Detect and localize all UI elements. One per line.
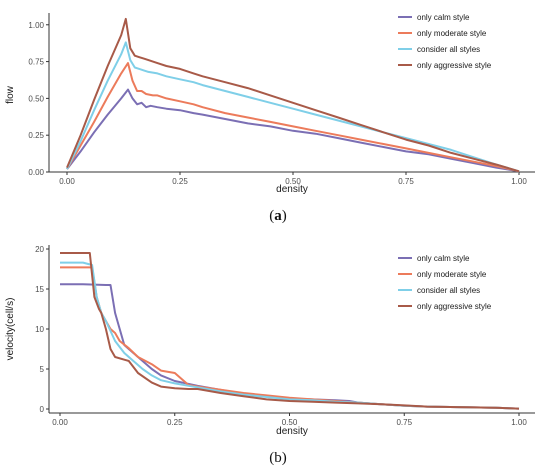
y-tick-label: 15 (35, 285, 44, 294)
x-axis-label: density (276, 184, 308, 195)
x-tick-labels: 0.00 0.25 0.50 0.75 1.00 (52, 413, 527, 427)
caption-b: (b) (269, 450, 287, 466)
series-lines (60, 252, 520, 410)
y-axis-label: flow (5, 85, 16, 104)
legend-label: only moderate style (417, 270, 487, 279)
caption-b-letter: b (274, 450, 282, 466)
x-tick-label: 0.00 (59, 177, 75, 186)
x-tick-label: 0.00 (52, 418, 68, 427)
legend: only calm style only moderate style consid… (398, 13, 492, 70)
x-tick-label: 1.00 (511, 418, 527, 427)
y-tick-label: 0.50 (28, 94, 44, 103)
y-tick-label: 0.25 (28, 131, 44, 140)
y-axis-label: velocity(cell/s) (5, 298, 16, 361)
series-line-4 (66, 17, 520, 173)
x-tick-label: 0.75 (398, 177, 414, 186)
series-line-3 (66, 41, 520, 173)
x-tick-label: 0.50 (285, 177, 301, 186)
y-tick-label: 1.00 (28, 21, 44, 30)
x-tick-labels: 0.00 0.25 0.50 0.75 1.00 (59, 172, 527, 186)
series-line-4 (60, 252, 520, 410)
chart-panel-a: flow density 0.00 0.25 0.50 0.75 1.00 0.000.… (5, 13, 535, 224)
legend-label: only calm style (417, 13, 470, 22)
legend: only calm style only moderate style consid… (398, 254, 492, 311)
x-tick-label: 0.50 (282, 418, 298, 427)
x-tick-label: 0.25 (167, 418, 183, 427)
x-tick-label: 1.00 (511, 177, 527, 186)
series-line-1 (66, 88, 520, 173)
y-tick-label: 20 (35, 245, 44, 254)
y-tick-label: 0.00 (28, 168, 44, 177)
caption-a: (a) (269, 208, 287, 224)
legend-label: only aggressive style (417, 61, 492, 70)
y-tick-label: 5 (40, 365, 45, 374)
legend-label: consider all styles (417, 45, 480, 54)
series-lines (66, 17, 520, 173)
chart-panel-b: velocity(cell/s) density 0.00 0.25 0.50 0.7… (5, 245, 535, 466)
y-tick-labels: 0 5 10 15 20 (35, 245, 49, 414)
y-tick-label: 0.75 (28, 58, 44, 67)
series-line-2 (66, 62, 520, 173)
caption-a-letter: a (274, 208, 282, 224)
y-tick-label: 0 (40, 405, 45, 414)
legend-label: only aggressive style (417, 302, 492, 311)
y-tick-labels: 0.00 0.25 0.50 0.75 1.00 (28, 21, 49, 177)
x-tick-label: 0.75 (396, 418, 412, 427)
y-tick-label: 10 (35, 325, 44, 334)
legend-label: consider all styles (417, 286, 480, 295)
x-axis-label: density (276, 426, 308, 437)
legend-label: only moderate style (417, 29, 487, 38)
x-tick-label: 0.25 (172, 177, 188, 186)
legend-label: only calm style (417, 254, 470, 263)
